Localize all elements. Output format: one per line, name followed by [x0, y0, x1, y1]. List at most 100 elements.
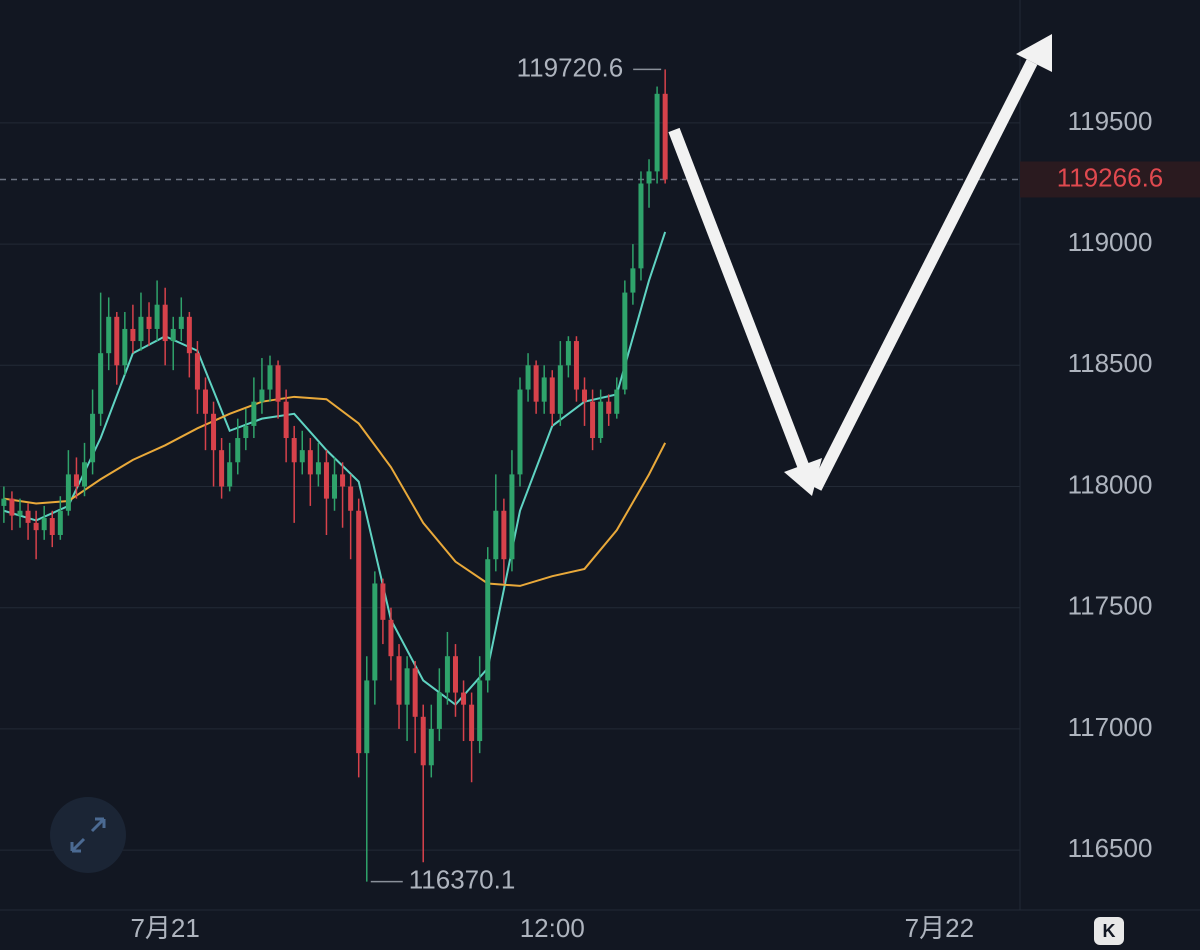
candle-body [219, 450, 225, 487]
candle-body [267, 365, 273, 390]
current-price-label: 119266.6 [1057, 162, 1164, 192]
candle-body [348, 486, 354, 511]
y-tick-label: 119000 [1068, 227, 1153, 257]
candle-body [170, 328, 176, 342]
down-arrow-head [784, 458, 822, 496]
candle-body [178, 316, 184, 329]
candle-body [525, 365, 531, 390]
candle-body [436, 692, 442, 729]
ma-line [3, 395, 667, 587]
kline-button-label[interactable]: K [1103, 921, 1116, 941]
y-tick-label: 118000 [1068, 469, 1153, 499]
candle-body [565, 341, 571, 366]
candle-body [332, 474, 338, 499]
up-arrow [810, 59, 1038, 491]
candle-body [493, 510, 499, 560]
candle-body [646, 171, 652, 184]
candle-body [130, 328, 136, 342]
y-tick-label: 118500 [1068, 348, 1153, 378]
expand-button[interactable] [50, 797, 126, 873]
candle-body [17, 510, 23, 516]
candle-body [501, 510, 507, 560]
x-tick-label: 7月22 [905, 913, 974, 943]
candle-body [49, 518, 55, 535]
candle-body [138, 316, 144, 342]
candle-body [630, 268, 636, 293]
candle-body [533, 365, 539, 402]
candle-body [146, 316, 152, 329]
candle-body [340, 474, 346, 487]
y-tick-label: 116500 [1068, 833, 1153, 863]
candle-body [396, 656, 402, 705]
candle-body [557, 365, 563, 414]
candle-body [469, 704, 475, 742]
candle-body [1, 498, 7, 506]
candle-body [428, 728, 434, 766]
candle-body [662, 93, 668, 180]
candle-body [299, 450, 305, 463]
candle-body [364, 680, 370, 754]
candle-body [235, 438, 241, 463]
y-tick-label: 119500 [1068, 106, 1153, 136]
candle-body [420, 716, 426, 766]
x-tick-label: 7月21 [130, 913, 199, 943]
candle-body [98, 353, 104, 414]
candle-body [33, 522, 39, 531]
candle-body [444, 656, 450, 693]
candle-body [194, 353, 200, 390]
candle-body [614, 389, 620, 414]
candle-body [82, 462, 88, 487]
labels: 116500 117000 117500 118000 118500 119000 1195… [130, 52, 1200, 943]
candle-body [590, 401, 596, 439]
candle-body [275, 365, 281, 402]
candles [1, 69, 668, 882]
kline-button[interactable]: K [1094, 917, 1124, 945]
candle-body [654, 93, 660, 172]
candle-body [315, 462, 321, 475]
y-tick-label: 117000 [1068, 712, 1153, 742]
candle-body [41, 518, 47, 531]
candle-body [509, 474, 515, 560]
kline-button-bg[interactable] [1094, 917, 1124, 945]
low-marker-label: 116370.1 [409, 864, 516, 894]
candle-body [211, 413, 217, 451]
candle-body [243, 425, 249, 439]
candle-body [541, 377, 547, 402]
candle-body [582, 389, 588, 402]
candle-body [291, 438, 297, 463]
candle-body [323, 462, 329, 499]
up-arrow-head [1016, 34, 1052, 72]
y-tick-label: 117500 [1068, 591, 1153, 621]
candle-body [251, 401, 257, 426]
candle-body [122, 328, 128, 366]
candle-body [57, 510, 63, 535]
candle-body [606, 401, 612, 414]
candle-body [106, 316, 112, 354]
candle-body [461, 692, 467, 705]
candle-body [259, 389, 265, 402]
candle-body [549, 377, 555, 414]
candle-body [25, 510, 31, 523]
candle-body [380, 583, 386, 620]
arrows [668, 34, 1052, 496]
candle-body [227, 462, 233, 487]
candle-body [283, 401, 289, 439]
candle-body [573, 341, 579, 390]
expand-button-bg[interactable] [50, 797, 126, 873]
candle-body [485, 559, 491, 681]
high-marker-label: 119720.6 [517, 52, 624, 82]
candle-body [186, 316, 192, 354]
candle-body [90, 413, 96, 463]
candle-body [412, 668, 418, 717]
current-price-box [1020, 161, 1200, 198]
candle-body [356, 510, 362, 754]
candle-body [638, 183, 644, 269]
expand-icon [70, 817, 106, 853]
candle-body [154, 304, 160, 329]
candle-body [598, 401, 604, 439]
candle-body [73, 474, 79, 487]
candle-body [388, 619, 394, 657]
candle-body [404, 668, 410, 705]
